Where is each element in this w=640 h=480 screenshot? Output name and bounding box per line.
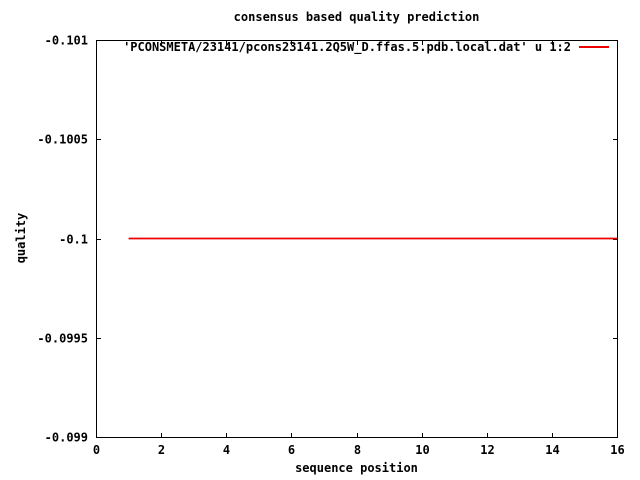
y-tick-label: -0.099 — [45, 431, 88, 445]
chart-title: consensus based quality prediction — [233, 10, 480, 24]
legend: 'PCONSMETA/23141/pcons23141.2Q5W_D.ffas.… — [123, 40, 609, 54]
x-tick-label: 0 — [93, 443, 100, 457]
x-tick-label: 2 — [158, 443, 165, 457]
plot-border — [96, 40, 618, 438]
y-tick-label: -0.1005 — [37, 133, 88, 147]
x-tick-label: 10 — [415, 443, 429, 457]
x-tick-label: 12 — [480, 443, 494, 457]
legend-line-sample — [579, 46, 609, 48]
x-tick-label: 8 — [354, 443, 361, 457]
x-tick-label: 14 — [545, 443, 559, 457]
x-tick-label: 16 — [610, 443, 624, 457]
y-tick-label: -0.1 — [59, 233, 88, 247]
x-tick-label: 4 — [223, 443, 230, 457]
x-tick-label: 6 — [288, 443, 295, 457]
y-tick-label: -0.0995 — [37, 332, 88, 346]
y-tick-label: -0.101 — [45, 34, 88, 48]
legend-series-label: 'PCONSMETA/23141/pcons23141.2Q5W_D.ffas.… — [123, 40, 571, 54]
y-axis-label: quality — [14, 212, 28, 264]
x-axis-label: sequence position — [295, 461, 418, 475]
